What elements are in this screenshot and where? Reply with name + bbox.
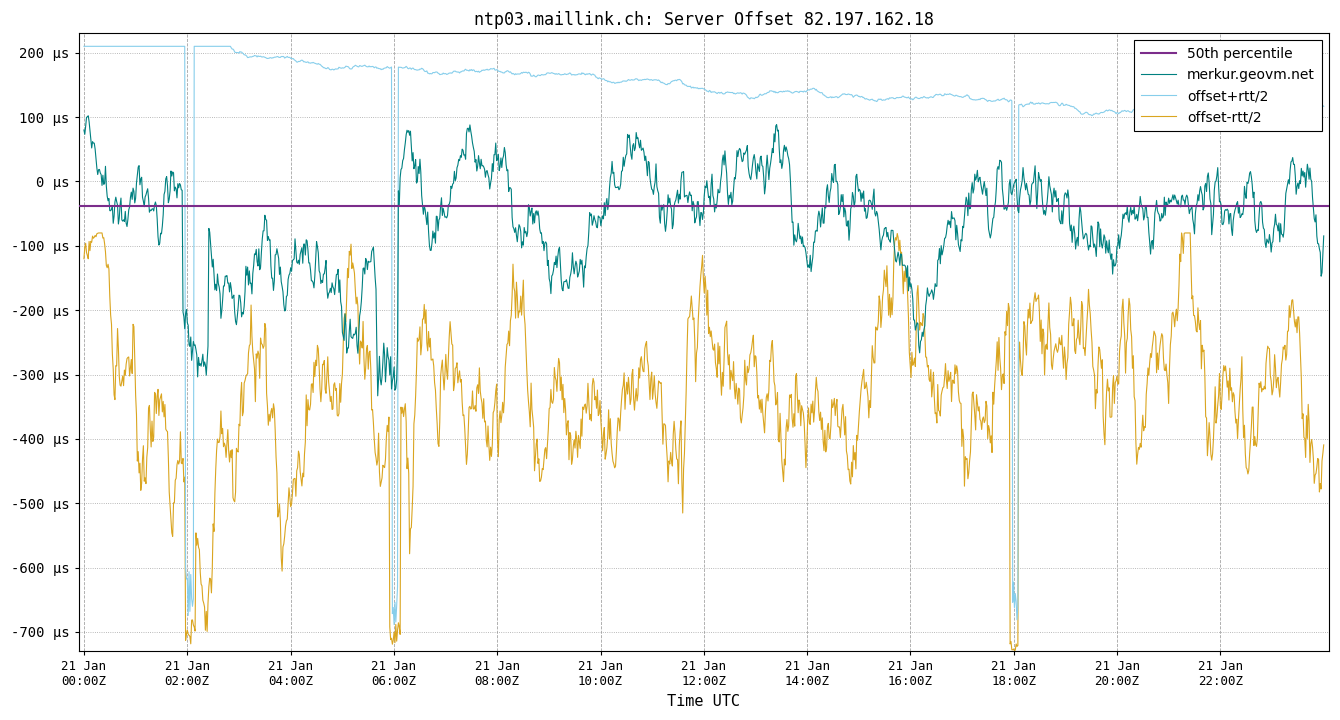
merkur.geovm.net <box>492 163 508 171</box>
Line: offset-rtt/2: offset-rtt/2 <box>84 233 1324 651</box>
merkur.geovm.net <box>352 306 368 315</box>
merkur.geovm.net <box>323 284 339 292</box>
offset-rtt/2 <box>1061 320 1077 328</box>
offset+rtt/2 <box>898 93 914 102</box>
offset-rtt/2 <box>1316 441 1332 449</box>
Legend: 50th percentile, merkur.geovm.net, offset+rtt/2, offset-rtt/2: 50th percentile, merkur.geovm.net, offse… <box>1135 40 1323 131</box>
offset-rtt/2 <box>76 254 92 263</box>
merkur.geovm.net <box>370 392 386 400</box>
Line: merkur.geovm.net: merkur.geovm.net <box>84 116 1324 396</box>
offset+rtt/2 <box>351 61 367 70</box>
Line: offset+rtt/2: offset+rtt/2 <box>84 46 1324 625</box>
offset+rtt/2 <box>492 67 508 76</box>
merkur.geovm.net <box>1316 232 1332 240</box>
offset-rtt/2 <box>352 337 368 346</box>
X-axis label: Time UTC: Time UTC <box>667 694 740 709</box>
offset+rtt/2 <box>1316 102 1332 111</box>
offset-rtt/2 <box>1170 303 1186 312</box>
offset+rtt/2 <box>1170 104 1186 112</box>
offset-rtt/2 <box>492 415 508 424</box>
merkur.geovm.net <box>80 112 96 120</box>
offset-rtt/2 <box>91 229 107 238</box>
Title: ntp03.maillink.ch: Server Offset 82.197.162.18: ntp03.maillink.ch: Server Offset 82.197.… <box>474 11 934 29</box>
offset+rtt/2 <box>1060 101 1076 109</box>
offset-rtt/2 <box>898 264 914 272</box>
50th percentile <box>127 202 143 210</box>
merkur.geovm.net <box>1061 193 1077 202</box>
offset-rtt/2 <box>323 397 339 406</box>
offset+rtt/2 <box>322 65 338 73</box>
merkur.geovm.net <box>76 126 92 135</box>
offset-rtt/2 <box>1006 647 1022 655</box>
offset+rtt/2 <box>76 42 92 50</box>
offset+rtt/2 <box>386 621 402 629</box>
50th percentile <box>76 202 92 210</box>
merkur.geovm.net <box>1170 196 1186 204</box>
merkur.geovm.net <box>899 273 915 282</box>
